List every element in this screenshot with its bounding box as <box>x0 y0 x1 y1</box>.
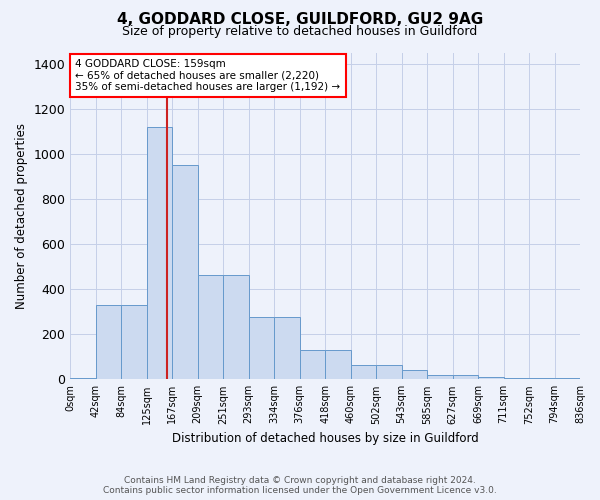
Bar <box>452 375 478 380</box>
Text: 4 GODDARD CLOSE: 159sqm
← 65% of detached houses are smaller (2,220)
35% of semi: 4 GODDARD CLOSE: 159sqm ← 65% of detache… <box>76 59 341 92</box>
Bar <box>350 364 376 380</box>
Y-axis label: Number of detached properties: Number of detached properties <box>15 123 28 309</box>
Bar <box>70 378 96 380</box>
Bar <box>401 370 427 380</box>
Bar <box>121 306 147 380</box>
X-axis label: Distribution of detached houses by size in Guildford: Distribution of detached houses by size … <box>172 432 479 445</box>
Bar <box>299 350 325 380</box>
Bar <box>274 316 299 380</box>
Bar <box>427 375 452 380</box>
Text: 4, GODDARD CLOSE, GUILDFORD, GU2 9AG: 4, GODDARD CLOSE, GUILDFORD, GU2 9AG <box>117 12 483 28</box>
Bar <box>325 350 350 380</box>
Bar <box>96 306 121 380</box>
Bar <box>248 316 274 380</box>
Bar <box>503 378 529 380</box>
Bar <box>376 364 401 380</box>
Bar <box>198 275 223 380</box>
Text: Size of property relative to detached houses in Guildford: Size of property relative to detached ho… <box>122 25 478 38</box>
Bar <box>529 378 554 380</box>
Bar <box>147 127 172 380</box>
Bar <box>223 275 248 380</box>
Text: Contains HM Land Registry data © Crown copyright and database right 2024.
Contai: Contains HM Land Registry data © Crown c… <box>103 476 497 495</box>
Bar <box>478 377 503 380</box>
Bar <box>172 165 198 380</box>
Bar <box>554 378 580 380</box>
